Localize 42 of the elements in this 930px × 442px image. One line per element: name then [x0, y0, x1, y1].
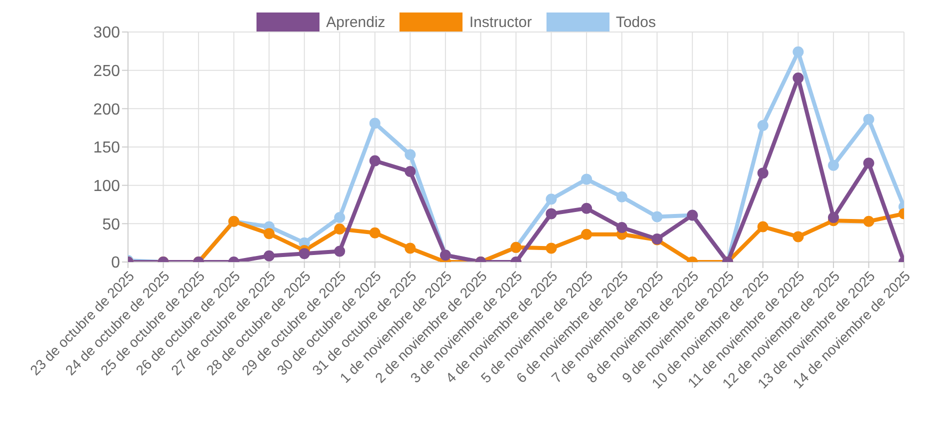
- point: [792, 231, 804, 242]
- point: [792, 72, 804, 84]
- point: [264, 250, 275, 262]
- legend-label: Aprendiz: [326, 14, 386, 30]
- point: [546, 208, 557, 220]
- point: [369, 155, 380, 166]
- point: [546, 194, 557, 205]
- point: [581, 174, 592, 185]
- y-tick-label: 150: [93, 140, 120, 157]
- y-tick-label: 200: [93, 101, 120, 118]
- point: [863, 114, 874, 125]
- point: [828, 212, 839, 224]
- y-tick-label: 0: [111, 254, 120, 272]
- point: [334, 212, 346, 224]
- point: [334, 246, 346, 257]
- point: [828, 160, 839, 171]
- point: [298, 248, 310, 260]
- point: [757, 120, 768, 132]
- point: [863, 158, 874, 169]
- point: [616, 191, 628, 202]
- point: [581, 228, 592, 240]
- y-tick-label: 250: [93, 63, 120, 80]
- point: [404, 166, 416, 178]
- point: [652, 211, 663, 222]
- point: [404, 242, 416, 254]
- legend-label: Todos: [616, 14, 656, 30]
- point: [334, 224, 346, 235]
- point: [546, 242, 557, 254]
- legend-label: Instructor: [469, 14, 532, 30]
- y-tick-label: 300: [93, 24, 120, 42]
- point: [404, 149, 416, 160]
- point: [264, 228, 275, 240]
- point: [616, 222, 628, 233]
- point: [757, 221, 768, 232]
- y-tick-label: 100: [93, 178, 120, 196]
- point: [863, 216, 874, 227]
- y-tick-label: 50: [102, 216, 120, 234]
- point: [369, 227, 380, 238]
- point: [757, 168, 768, 179]
- point: [792, 46, 804, 58]
- point: [369, 118, 380, 129]
- point: [581, 202, 592, 214]
